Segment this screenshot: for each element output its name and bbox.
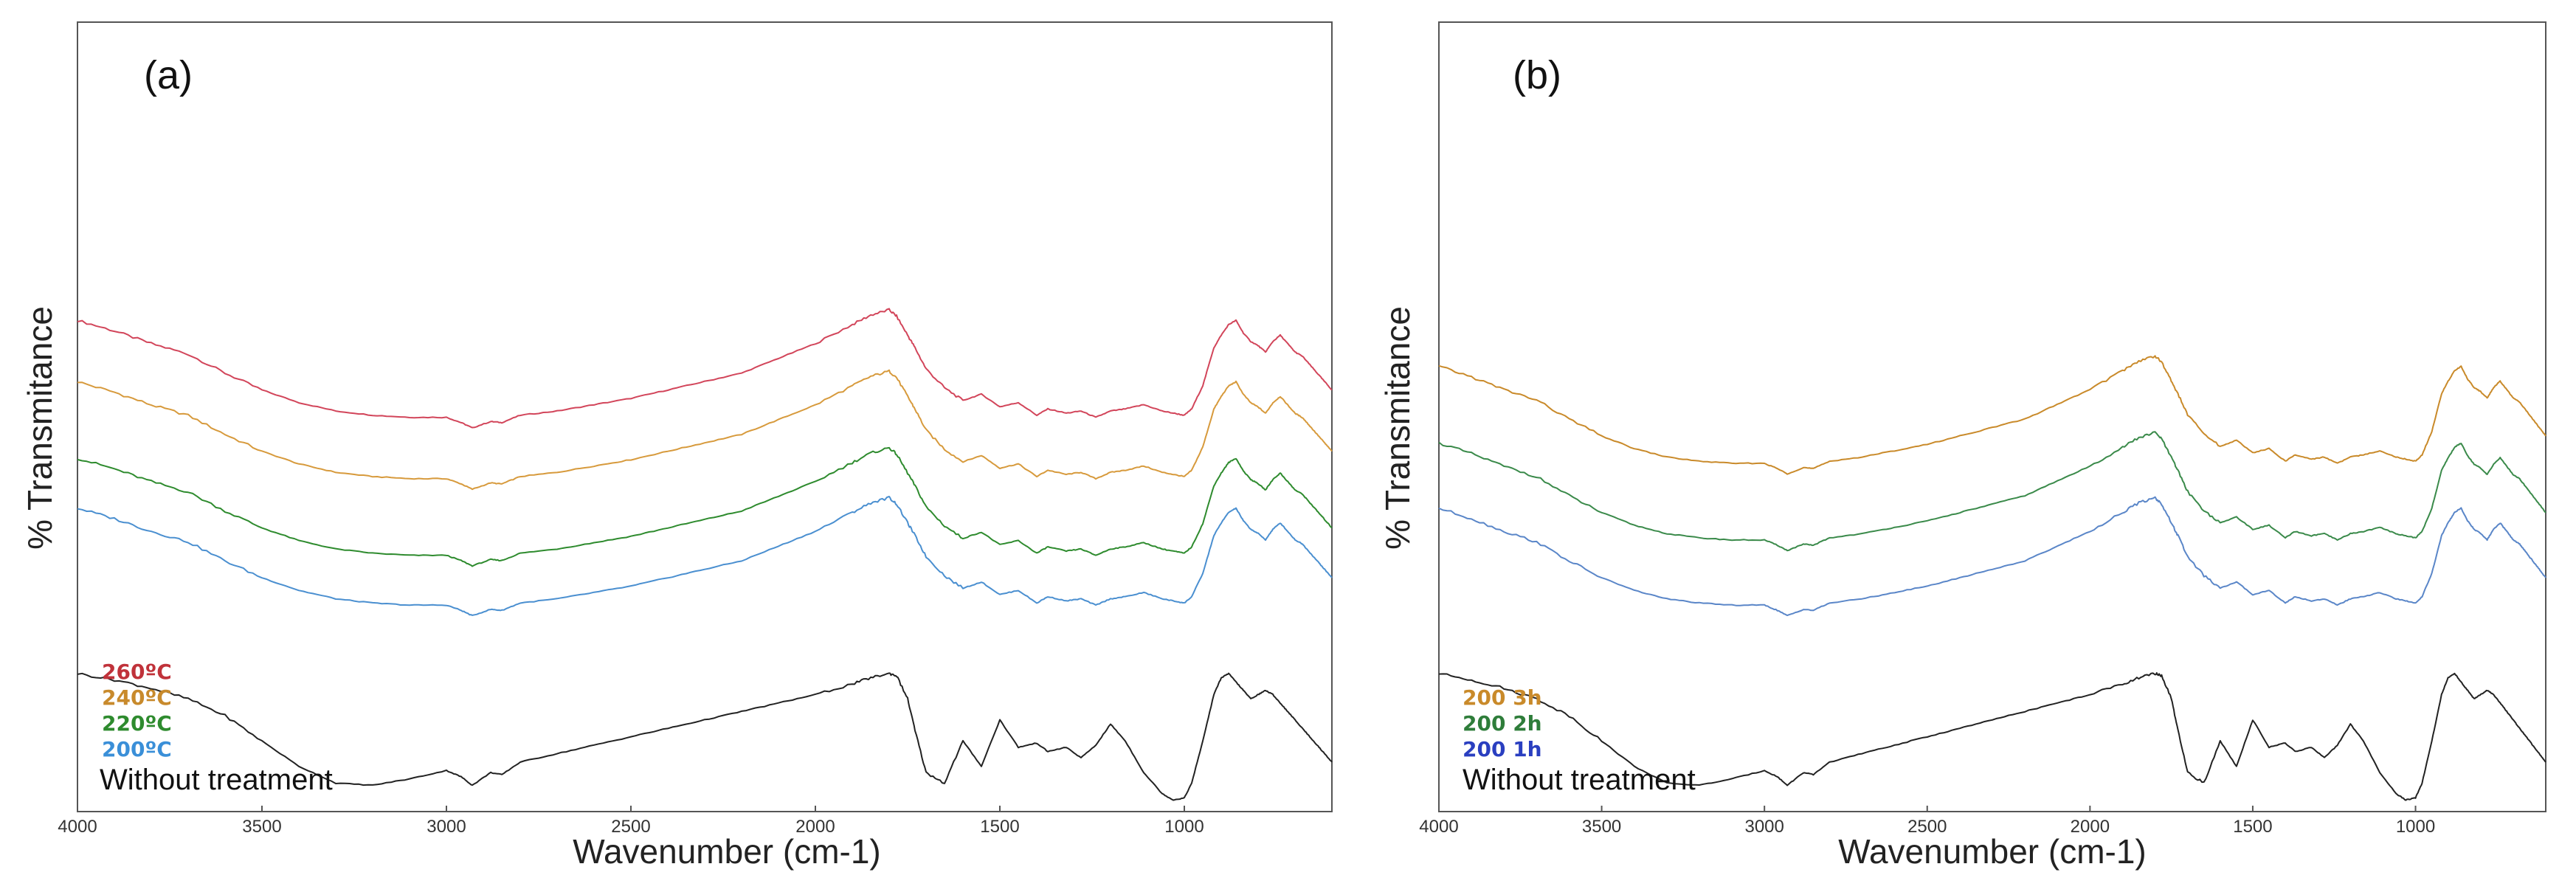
panel-a-series [77, 308, 1333, 801]
panel-b-x-tick-label-3000: 3000 [1744, 817, 1783, 837]
panel-b-x-tick-label-4000: 4000 [1419, 817, 1458, 837]
panel-b-x-tick-label-1000: 1000 [2396, 817, 2435, 837]
panel-b-label: (b) [1513, 53, 1561, 97]
panel-a-series-line-4 [77, 672, 1333, 801]
panel-b-x-tick-label-1500: 1500 [2233, 817, 2272, 837]
panel-b-series-line-3 [1438, 672, 2546, 801]
panel-b-series-line-2 [1438, 496, 2546, 617]
panel-b-legend-without-treatment: Without treatment [1463, 764, 1696, 796]
panel-b-series-line-1 [1438, 431, 2546, 552]
panel-b: (b) % Transmitance Wavenumber (cm-1) 400… [1378, 21, 2546, 871]
panel-b-plot-frame [1438, 21, 2546, 812]
panel-a-x-tick-label-3500: 3500 [242, 817, 281, 837]
panel-b-y-axis-label: % Transmitance [1378, 306, 1417, 550]
panel-a-series-line-1 [77, 369, 1333, 491]
panel-a-series-line-3 [77, 496, 1333, 616]
panel-a-series-line-2 [77, 446, 1333, 567]
panel-b-legend-3h: 200 3h [1463, 685, 1542, 710]
panel-b-x-ticks: 4000 3500 3000 2500 2000 1500 1000 [1419, 806, 2435, 837]
panel-a-legend-200: 200ºC [102, 737, 172, 761]
panel-b-x-axis-label: Wavenumber (cm-1) [1838, 832, 2146, 871]
panel-a-x-tick-label-3000: 3000 [427, 817, 466, 837]
panel-b-x-tick-label-2500: 2500 [1907, 817, 1947, 837]
panel-a-x-tick-label-1000: 1000 [1164, 817, 1204, 837]
panel-b-legend-2h: 200 2h [1463, 711, 1542, 736]
panel-a-series-line-0 [77, 308, 1333, 429]
panel-a: (a) % Transmitance Wavenumber (cm-1) 400… [21, 21, 1333, 871]
panel-a-x-tick-label-2500: 2500 [611, 817, 650, 837]
panel-a-x-axis-label: Wavenumber (cm-1) [573, 832, 880, 871]
panel-a-legend-without-treatment: Without treatment [100, 764, 333, 796]
panel-b-legend: 200 3h 200 2h 200 1h Without treatment [1463, 685, 1696, 796]
panel-b-legend-1h: 200 1h [1463, 737, 1542, 761]
panel-a-legend: 260ºC 240ºC 220ºC 200ºC Without treatmen… [100, 660, 333, 796]
panel-a-x-ticks: 4000 3500 3000 2500 2000 1500 1000 [58, 806, 1204, 837]
panel-b-series [1438, 355, 2546, 801]
panel-a-legend-220: 220ºC [102, 711, 172, 736]
panel-a-plot-frame [77, 21, 1333, 812]
panel-a-x-tick-label-1500: 1500 [980, 817, 1019, 837]
panel-a-legend-240: 240ºC [102, 685, 172, 710]
panel-b-x-tick-label-2000: 2000 [2071, 817, 2110, 837]
panel-b-x-tick-label-3500: 3500 [1582, 817, 1621, 837]
panel-a-y-axis-label: % Transmitance [21, 306, 59, 550]
panel-b-series-line-0 [1438, 355, 2546, 475]
panel-a-x-tick-label-2000: 2000 [795, 817, 835, 837]
panel-a-label: (a) [144, 53, 193, 97]
panel-a-x-tick-label-4000: 4000 [58, 817, 97, 837]
panel-a-legend-260: 260ºC [102, 660, 172, 684]
